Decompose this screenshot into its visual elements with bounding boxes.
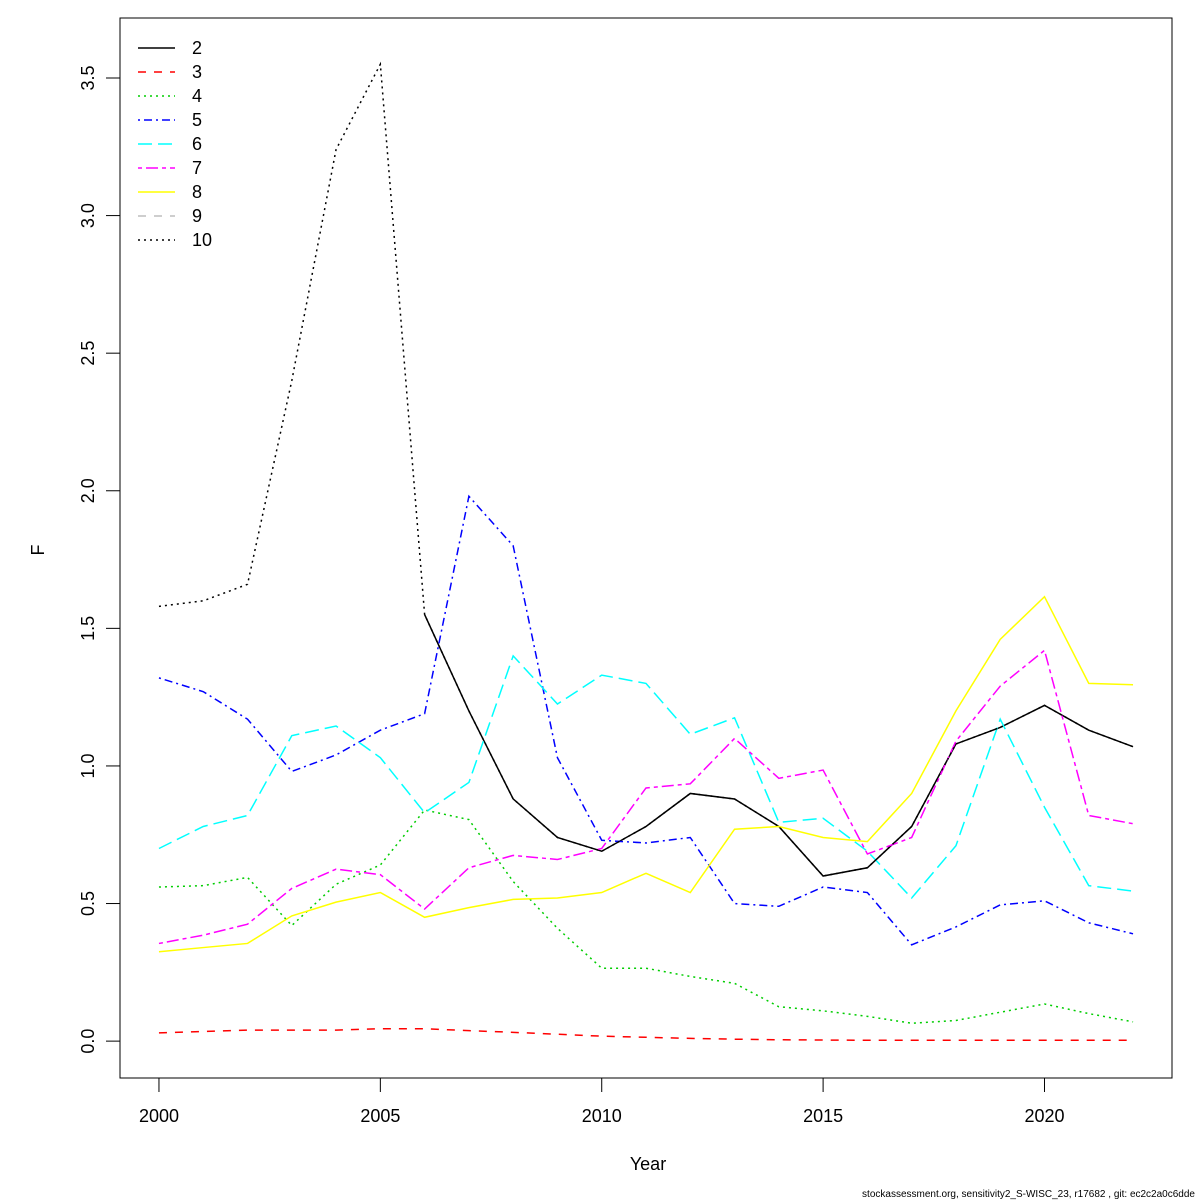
series-line [423, 614, 1134, 877]
legend-label: 7 [192, 158, 202, 178]
legend-label: 8 [192, 182, 202, 202]
x-tick-label: 2005 [360, 1106, 400, 1126]
series-line [158, 494, 1134, 946]
plot-frame [119, 17, 1173, 1079]
legend-label: 5 [192, 110, 202, 130]
x-tick-label: 2020 [1024, 1106, 1064, 1126]
y-tick-label: 3.5 [78, 65, 98, 90]
y-tick-label: 1.5 [78, 616, 98, 641]
x-tick-label: 2000 [139, 1106, 179, 1126]
y-axis-label: F [28, 545, 48, 556]
y-tick-label: 3.0 [78, 203, 98, 228]
legend-label: 3 [192, 62, 202, 82]
legend-label: 9 [192, 206, 202, 226]
series-line [158, 649, 1134, 945]
y-tick-label: 1.0 [78, 753, 98, 778]
series-line [158, 61, 1134, 877]
y-tick-label: 0.0 [78, 1029, 98, 1054]
series-line [158, 809, 1134, 1024]
series-line [158, 654, 1134, 900]
x-tick-label: 2015 [803, 1106, 843, 1126]
y-tick-label: 2.5 [78, 341, 98, 366]
y-tick-label: 0.5 [78, 891, 98, 916]
x-axis-label: Year [630, 1154, 666, 1174]
legend-label: 4 [192, 86, 202, 106]
series-line [158, 1027, 1134, 1042]
legend-label: 6 [192, 134, 202, 154]
x-tick-label: 2010 [582, 1106, 622, 1126]
series-line [158, 595, 1134, 953]
legend-label: 10 [192, 230, 212, 250]
y-tick-label: 2.0 [78, 478, 98, 503]
legend-label: 2 [192, 38, 202, 58]
footnote: stockassessment.org, sensitivity2_S-WISC… [862, 1189, 1195, 1200]
